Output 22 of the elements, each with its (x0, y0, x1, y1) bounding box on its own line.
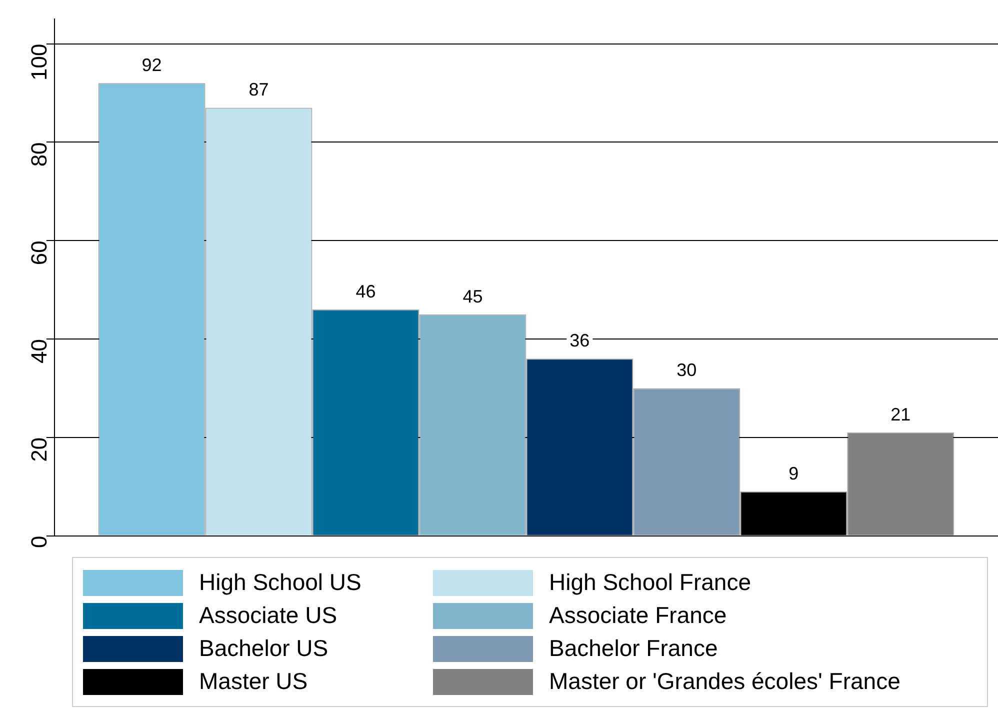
legend-label: High School France (549, 569, 751, 596)
legend-label: Bachelor US (199, 635, 328, 662)
data-label: 45 (462, 286, 483, 306)
y-tick-label: 0 (26, 536, 52, 548)
y-tick-label: 20 (26, 437, 52, 462)
legend-label: Associate US (199, 602, 338, 629)
y-tick-label: 40 (26, 339, 52, 364)
data-label: 46 (356, 281, 376, 302)
legend-label: Associate France (549, 602, 727, 629)
data-label: 30 (676, 360, 697, 380)
data-label: 87 (248, 80, 269, 100)
legend-label: Master US (199, 668, 308, 695)
y-tick-label: 100 (26, 44, 52, 81)
legend-label: Bachelor France (549, 635, 718, 662)
data-label: 36 (570, 330, 590, 351)
data-label: 21 (890, 404, 911, 424)
y-tick-label: 80 (26, 142, 52, 167)
data-label: 92 (142, 55, 162, 76)
legend-label: Master or 'Grandes écoles' France (549, 668, 900, 695)
data-label: 9 (788, 463, 799, 484)
y-tick-label: 60 (26, 240, 52, 266)
legend-label: High School US (199, 569, 362, 596)
